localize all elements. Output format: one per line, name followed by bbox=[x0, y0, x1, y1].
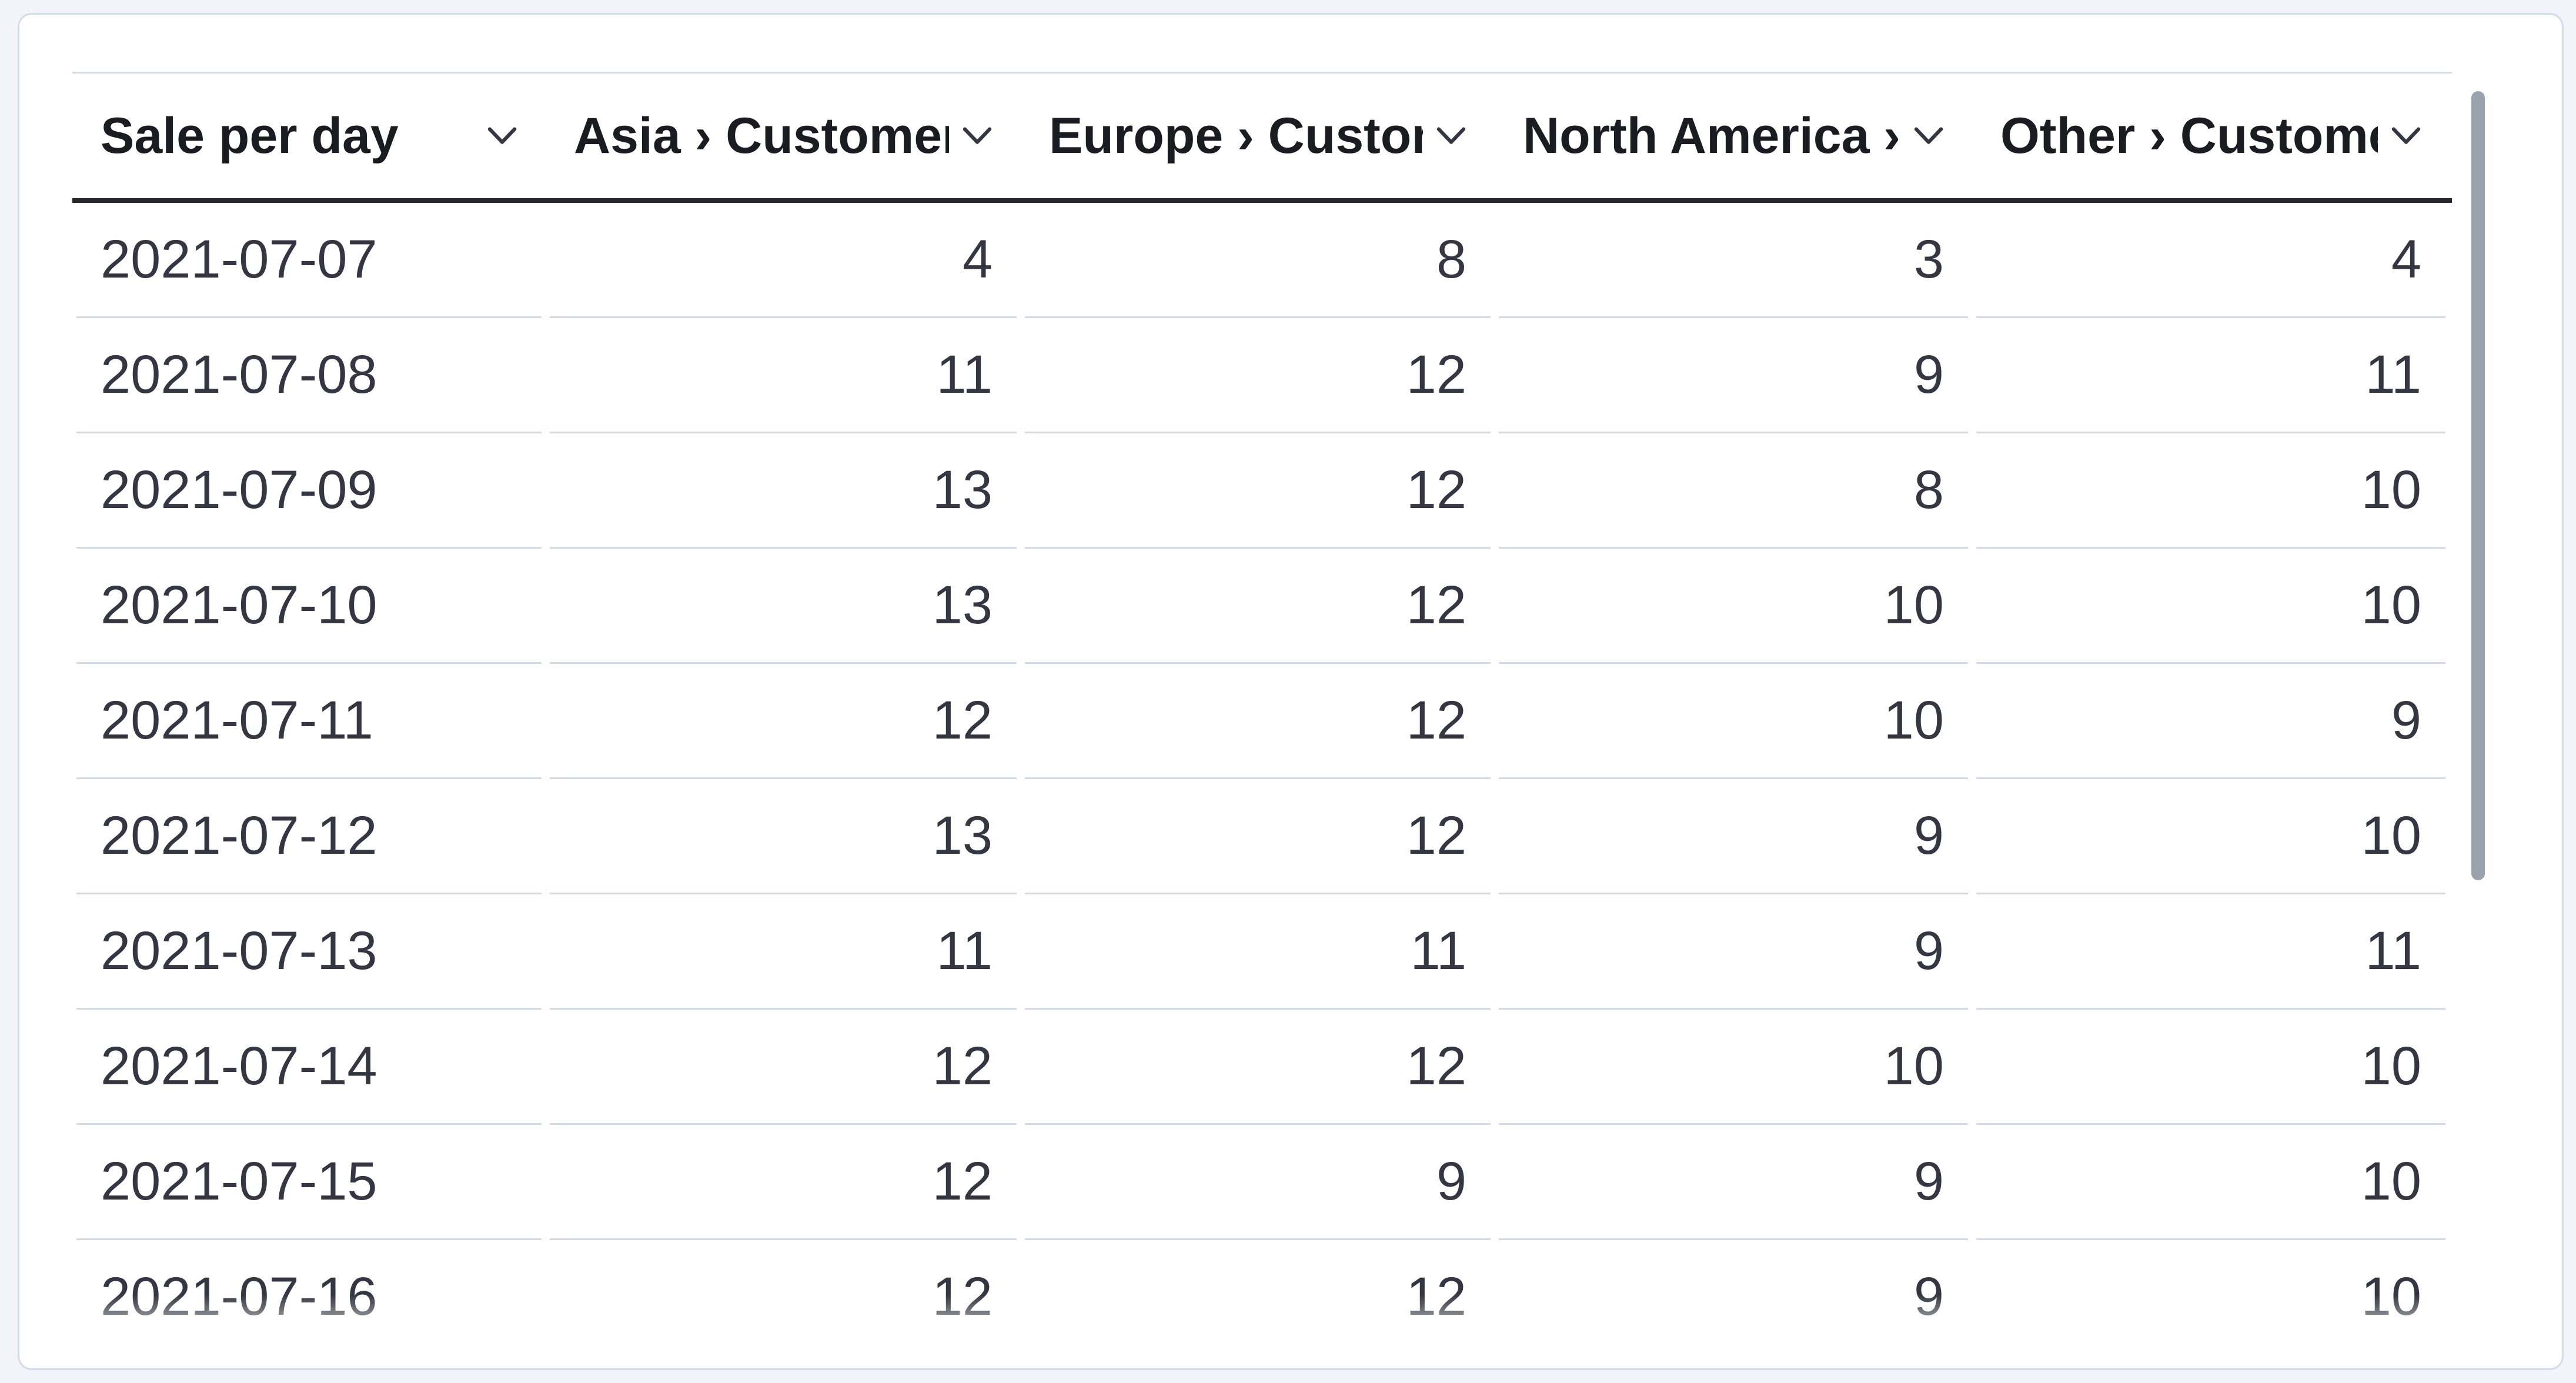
table-cell[interactable]: 11 bbox=[1025, 894, 1491, 1010]
table-row: 2021-07-08 11 12 9 11 bbox=[72, 318, 2452, 433]
table-body: 2021-07-07 4 8 3 4 2021-07-08 11 12 9 11… bbox=[72, 203, 2452, 1342]
table-cell[interactable]: 11 bbox=[1976, 894, 2445, 1010]
table-cell[interactable]: 2021-07-09 bbox=[76, 433, 542, 549]
table-cell[interactable]: 12 bbox=[1025, 1010, 1491, 1125]
table-cell[interactable]: 12 bbox=[1025, 1240, 1491, 1342]
data-grid: Sale per day Asia › Customers Europe › C… bbox=[72, 72, 2452, 1342]
column-header-0[interactable]: Sale per day bbox=[76, 74, 542, 198]
table-cell[interactable]: 12 bbox=[1025, 549, 1491, 664]
table-cell[interactable]: 2021-07-11 bbox=[76, 664, 542, 779]
table-cell[interactable]: 4 bbox=[550, 203, 1017, 318]
table-cell[interactable]: 4 bbox=[1976, 203, 2445, 318]
table-cell[interactable]: 2021-07-15 bbox=[76, 1125, 542, 1240]
table-cell[interactable]: 13 bbox=[550, 779, 1017, 894]
table-cell[interactable]: 9 bbox=[1025, 1125, 1491, 1240]
table-cell[interactable]: 12 bbox=[1025, 664, 1491, 779]
table-cell[interactable]: 2021-07-13 bbox=[76, 894, 542, 1010]
vertical-scrollbar[interactable] bbox=[2471, 91, 2485, 880]
table-cell[interactable]: 12 bbox=[550, 1240, 1017, 1342]
table-cell[interactable]: 9 bbox=[1499, 779, 1968, 894]
table-cell[interactable]: 2021-07-12 bbox=[76, 779, 542, 894]
table-cell[interactable]: 2021-07-16 bbox=[76, 1240, 542, 1342]
table-cell[interactable]: 10 bbox=[1976, 1010, 2445, 1125]
chevron-down-icon[interactable] bbox=[1436, 126, 1466, 146]
table-cell[interactable]: 10 bbox=[1499, 549, 1968, 664]
column-header-label: Other › Customers bbox=[2000, 107, 2378, 164]
table-row: 2021-07-07 4 8 3 4 bbox=[72, 203, 2452, 318]
table-cell[interactable]: 11 bbox=[550, 894, 1017, 1010]
table-cell[interactable]: 8 bbox=[1025, 203, 1491, 318]
table-cell[interactable]: 10 bbox=[1976, 1240, 2445, 1342]
column-header-4[interactable]: Other › Customers bbox=[1976, 74, 2445, 198]
table-cell[interactable]: 10 bbox=[1976, 1125, 2445, 1240]
table-cell[interactable]: 2021-07-07 bbox=[76, 203, 542, 318]
table-cell[interactable]: 9 bbox=[1499, 1125, 1968, 1240]
table-cell[interactable]: 2021-07-10 bbox=[76, 549, 542, 664]
data-table-card: Sale per day Asia › Customers Europe › C… bbox=[18, 13, 2564, 1370]
table-cell[interactable]: 13 bbox=[550, 549, 1017, 664]
table-header-row: Sale per day Asia › Customers Europe › C… bbox=[72, 72, 2452, 203]
table-cell[interactable]: 12 bbox=[550, 1125, 1017, 1240]
table-cell[interactable]: 9 bbox=[1499, 318, 1968, 433]
column-header-label: Asia › Customers bbox=[574, 107, 949, 164]
table-cell[interactable]: 2021-07-14 bbox=[76, 1010, 542, 1125]
table-row: 2021-07-13 11 11 9 11 bbox=[72, 894, 2452, 1010]
chevron-down-icon[interactable] bbox=[487, 126, 517, 146]
column-header-label: Europe › Customers bbox=[1049, 107, 1423, 164]
column-header-label: Sale per day bbox=[101, 107, 399, 164]
table-cell[interactable]: 10 bbox=[1499, 664, 1968, 779]
table-cell[interactable]: 12 bbox=[1025, 779, 1491, 894]
table-cell[interactable]: 3 bbox=[1499, 203, 1968, 318]
table-cell[interactable]: 10 bbox=[1976, 433, 2445, 549]
table-cell[interactable]: 12 bbox=[550, 664, 1017, 779]
table-row: 2021-07-12 13 12 9 10 bbox=[72, 779, 2452, 894]
table-cell[interactable]: 12 bbox=[550, 1010, 1017, 1125]
table-cell[interactable]: 10 bbox=[1976, 549, 2445, 664]
table-row: 2021-07-11 12 12 10 9 bbox=[72, 664, 2452, 779]
chevron-down-icon[interactable] bbox=[2391, 126, 2421, 146]
column-header-1[interactable]: Asia › Customers bbox=[550, 74, 1017, 198]
table-row: 2021-07-09 13 12 8 10 bbox=[72, 433, 2452, 549]
column-header-3[interactable]: North America › Customers bbox=[1499, 74, 1968, 198]
table-row: 2021-07-14 12 12 10 10 bbox=[72, 1010, 2452, 1125]
column-header-2[interactable]: Europe › Customers bbox=[1025, 74, 1491, 198]
table-cell[interactable]: 12 bbox=[1025, 318, 1491, 433]
table-cell[interactable]: 10 bbox=[1499, 1010, 1968, 1125]
table-cell[interactable]: 2021-07-08 bbox=[76, 318, 542, 433]
table-cell[interactable]: 9 bbox=[1499, 1240, 1968, 1342]
table-cell[interactable]: 12 bbox=[1025, 433, 1491, 549]
table-cell[interactable]: 10 bbox=[1976, 779, 2445, 894]
table-cell[interactable]: 8 bbox=[1499, 433, 1968, 549]
column-header-label: North America › Customers bbox=[1523, 107, 1900, 164]
chevron-down-icon[interactable] bbox=[962, 126, 993, 146]
table-row: 2021-07-15 12 9 9 10 bbox=[72, 1125, 2452, 1240]
table-cell[interactable]: 13 bbox=[550, 433, 1017, 549]
table-cell[interactable]: 11 bbox=[1976, 318, 2445, 433]
table-cell[interactable]: 11 bbox=[550, 318, 1017, 433]
table-cell[interactable]: 9 bbox=[1976, 664, 2445, 779]
table-row: 2021-07-16 12 12 9 10 bbox=[72, 1240, 2452, 1342]
chevron-down-icon[interactable] bbox=[1913, 126, 1944, 146]
table-row: 2021-07-10 13 12 10 10 bbox=[72, 549, 2452, 664]
table-cell[interactable]: 9 bbox=[1499, 894, 1968, 1010]
